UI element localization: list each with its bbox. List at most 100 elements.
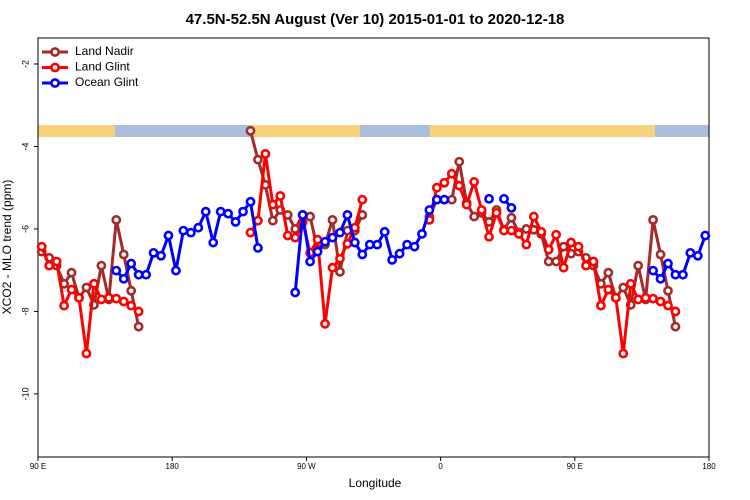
data-point xyxy=(171,265,181,276)
data-point xyxy=(551,256,562,267)
data-point xyxy=(74,292,84,303)
data-point xyxy=(245,196,256,207)
data-point xyxy=(484,231,494,242)
data-point xyxy=(357,249,368,260)
data-point xyxy=(648,214,658,225)
data-point xyxy=(521,239,532,250)
legend-marker xyxy=(50,62,60,73)
data-point xyxy=(581,260,591,271)
data-point xyxy=(133,269,144,280)
legend-marker xyxy=(50,78,60,88)
data-point xyxy=(200,206,211,217)
data-point xyxy=(275,191,286,201)
data-point xyxy=(141,269,152,280)
data-point xyxy=(633,260,644,271)
data-point xyxy=(394,248,405,259)
data-point xyxy=(379,226,390,237)
data-point xyxy=(484,193,494,204)
x-tick-label: 90 E xyxy=(567,462,583,471)
data-point xyxy=(573,241,584,252)
data-point xyxy=(685,247,696,258)
data-point xyxy=(431,182,442,193)
data-point xyxy=(223,208,234,219)
legend-label: Ocean Glint xyxy=(75,75,139,89)
data-point xyxy=(648,293,658,304)
data-point xyxy=(267,199,278,210)
data-point xyxy=(491,207,502,218)
data-point xyxy=(290,232,301,243)
data-point xyxy=(305,211,316,222)
data-point xyxy=(118,249,129,260)
data-point xyxy=(655,249,666,260)
data-point xyxy=(625,278,636,289)
data-point xyxy=(558,262,569,273)
data-point xyxy=(678,269,688,280)
data-point xyxy=(446,168,457,179)
data-point xyxy=(305,256,316,267)
data-point xyxy=(327,262,338,273)
data-point xyxy=(655,296,666,307)
data-point xyxy=(364,239,375,250)
data-point xyxy=(618,282,629,293)
data-point xyxy=(96,260,107,271)
y-tick-label: -8 xyxy=(20,307,30,315)
data-point xyxy=(335,266,345,277)
data-point xyxy=(663,300,673,311)
data-point xyxy=(320,236,330,247)
data-point xyxy=(111,293,122,304)
legend-label: Land Nadir xyxy=(75,44,134,58)
data-point xyxy=(342,210,353,220)
data-point xyxy=(454,180,465,191)
data-point xyxy=(476,205,487,215)
data-point xyxy=(320,318,330,329)
chart-title: 47.5N-52.5N August (Ver 10) 2015-01-01 t… xyxy=(186,11,565,28)
data-point xyxy=(282,230,293,241)
data-point xyxy=(327,214,338,225)
series-line xyxy=(427,172,677,355)
data-point xyxy=(111,214,122,225)
data-point xyxy=(454,156,465,167)
data-point xyxy=(111,265,122,276)
data-point xyxy=(372,239,383,250)
y-tick-label: -4 xyxy=(20,142,30,150)
data-point xyxy=(402,239,412,250)
data-point xyxy=(603,284,614,295)
data-point xyxy=(81,348,92,359)
data-point xyxy=(670,306,681,317)
legend-label: Land Glint xyxy=(75,60,130,74)
data-point xyxy=(506,203,517,213)
data-point xyxy=(335,227,345,238)
data-point xyxy=(543,244,554,255)
data-point xyxy=(253,154,263,165)
x-tick-label: 180 xyxy=(166,462,180,471)
data-point xyxy=(335,253,345,264)
data-point xyxy=(387,254,398,265)
data-point xyxy=(59,300,69,311)
legend-marker xyxy=(50,47,60,57)
data-point xyxy=(290,287,301,298)
data-point xyxy=(148,247,159,258)
data-point xyxy=(543,256,554,267)
data-point xyxy=(163,230,174,241)
data-point xyxy=(133,321,144,332)
data-point xyxy=(536,226,547,237)
data-point xyxy=(260,148,271,159)
data-point xyxy=(409,241,420,252)
data-point xyxy=(461,199,472,210)
data-point xyxy=(499,225,509,236)
data-point xyxy=(528,211,539,222)
data-point xyxy=(640,292,651,303)
data-point xyxy=(670,321,681,332)
y-tick-label: -2 xyxy=(20,60,30,68)
x-tick-label: 90 W xyxy=(297,462,316,471)
data-point xyxy=(81,282,92,293)
x-axis-label: Longitude xyxy=(349,476,402,490)
data-point xyxy=(349,237,360,248)
data-point xyxy=(558,241,569,252)
data-point xyxy=(133,306,144,317)
data-point xyxy=(648,265,658,276)
data-point xyxy=(118,273,129,284)
data-point xyxy=(588,256,599,267)
data-point xyxy=(193,222,204,233)
